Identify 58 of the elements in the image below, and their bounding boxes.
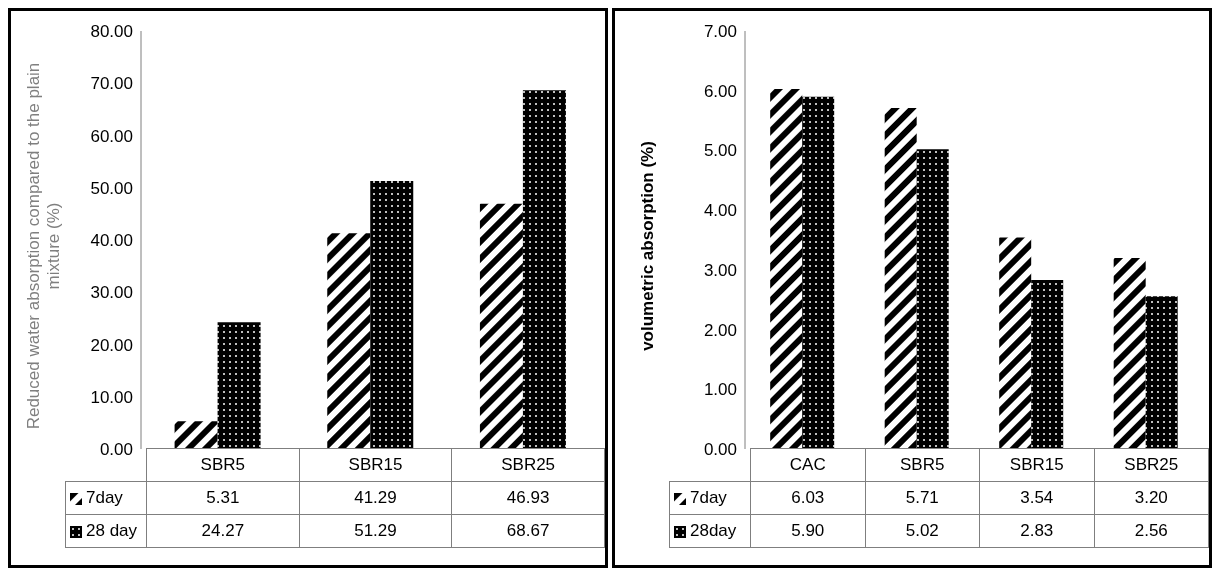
x-tick-label: SBR15: [299, 448, 452, 482]
data-label: 24.27: [146, 514, 300, 548]
bar: [522, 90, 566, 449]
y-axis-title: volumetric absorption (%): [638, 140, 658, 353]
bar: [802, 96, 835, 449]
y-tick-label: 20.00: [90, 335, 133, 355]
bar: [479, 203, 523, 449]
y-tick-label: 70.00: [90, 74, 133, 94]
x-tick-label: SBR5: [146, 448, 300, 482]
data-label: 5.02: [865, 514, 980, 548]
bar: [1145, 296, 1178, 449]
data-label: 68.67: [451, 514, 605, 548]
y-tick-label: 1.00: [703, 380, 737, 400]
y-tick-label: 60.00: [90, 126, 133, 146]
y-tick-label: 0.00: [99, 440, 133, 460]
y-axis-title: Reduced water absorption compared to the plain mixture (%): [24, 61, 64, 432]
y-tick-label: 30.00: [90, 283, 133, 303]
x-tick-label: SBR5: [865, 448, 980, 482]
data-label: 2.83: [979, 514, 1094, 548]
bar: [770, 88, 803, 449]
bar: [884, 108, 917, 449]
y-tick-label: 3.00: [703, 260, 737, 280]
legend-label: 7day: [690, 488, 727, 507]
bar: [999, 237, 1032, 449]
data-label: 51.29: [299, 514, 452, 548]
y-tick-label: 7.00: [703, 22, 737, 42]
data-label: 2.56: [1094, 514, 1209, 548]
bar: [217, 322, 261, 449]
legend-label: 28 day: [86, 521, 138, 540]
y-tick-label: 2.00: [703, 320, 737, 340]
y-tick-label: 6.00: [703, 81, 737, 101]
x-tick-label: SBR15: [979, 448, 1094, 482]
data-label: 41.29: [299, 481, 452, 515]
legend-label: 28day: [690, 521, 737, 540]
bar: [916, 149, 949, 449]
y-tick-label: 4.00: [703, 201, 737, 221]
x-tick-label: SBR25: [451, 448, 605, 482]
bar: [370, 181, 414, 449]
y-tick-label: 0.00: [703, 440, 737, 460]
data-label: 6.03: [750, 481, 865, 515]
data-label: 3.54: [979, 481, 1094, 515]
x-tick-label: SBR25: [1094, 448, 1209, 482]
data-label: 3.20: [1094, 481, 1209, 515]
y-tick-label: 40.00: [90, 231, 133, 251]
data-label: 46.93: [451, 481, 605, 515]
y-tick-label: 50.00: [90, 178, 133, 198]
y-tick-label: 80.00: [90, 22, 133, 42]
y-tick-label: 10.00: [90, 387, 133, 407]
legend-label: 7day: [86, 488, 123, 507]
bar: [327, 233, 371, 449]
data-label: 5.71: [865, 481, 980, 515]
y-tick-label: 5.00: [703, 141, 737, 161]
data-label: 5.31: [146, 481, 300, 515]
data-label: 5.90: [750, 514, 865, 548]
bar: [1031, 280, 1064, 449]
x-tick-label: CAC: [750, 448, 865, 482]
bar: [1113, 257, 1146, 449]
bar: [174, 421, 218, 449]
